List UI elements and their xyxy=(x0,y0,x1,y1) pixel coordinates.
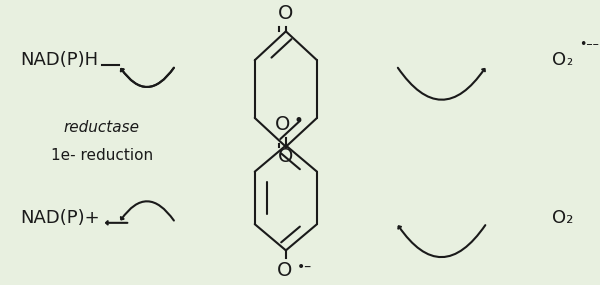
Text: O: O xyxy=(552,51,566,69)
FancyArrowPatch shape xyxy=(121,68,174,87)
Text: ₂: ₂ xyxy=(566,53,572,68)
FancyArrowPatch shape xyxy=(121,68,174,87)
Text: O: O xyxy=(278,147,293,166)
Text: •–: •– xyxy=(297,260,313,274)
Text: •: • xyxy=(293,112,303,130)
Text: O₂: O₂ xyxy=(552,209,574,227)
FancyArrowPatch shape xyxy=(398,68,485,100)
FancyArrowPatch shape xyxy=(106,221,127,225)
Text: O: O xyxy=(275,115,291,134)
Text: O: O xyxy=(277,261,292,280)
Text: reductase: reductase xyxy=(64,120,140,135)
Text: 1e- reduction: 1e- reduction xyxy=(51,148,153,164)
Text: NAD(P)+: NAD(P)+ xyxy=(20,209,100,227)
Text: NAD(P)H: NAD(P)H xyxy=(20,51,98,69)
FancyArrowPatch shape xyxy=(121,201,174,221)
Text: •––: •–– xyxy=(579,38,599,51)
Text: O: O xyxy=(278,5,293,23)
FancyArrowPatch shape xyxy=(398,225,485,257)
